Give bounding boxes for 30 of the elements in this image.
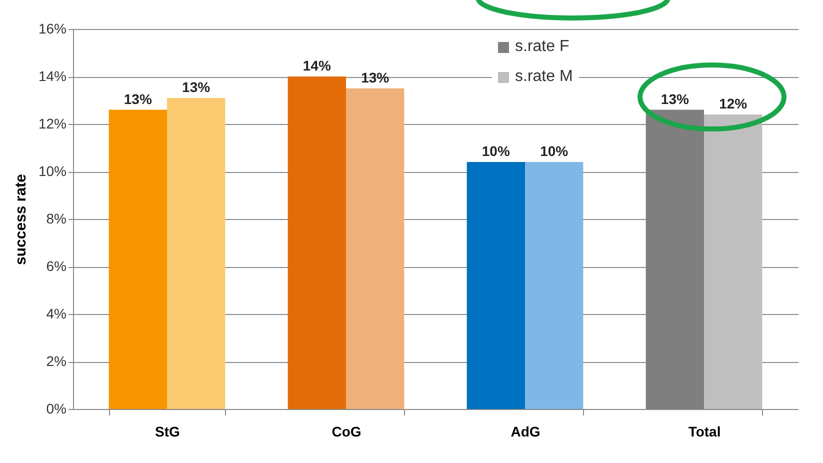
y-tick-label: 16% [38,20,66,36]
bar [288,76,346,409]
x-tick-label: StG [155,424,180,440]
y-axis-title: success rate [12,174,30,265]
legend-label: s.rate F [515,38,570,56]
y-tick-label: 12% [38,116,66,132]
data-label: 13% [660,90,690,107]
bar [346,88,404,409]
y-tick-label: 8% [46,210,66,226]
data-label: 14% [302,58,332,74]
data-label: 10% [540,143,569,159]
y-tick-label: 2% [46,353,66,369]
bar [108,110,167,409]
bar [166,98,226,409]
y-tick-label: 0% [46,400,66,416]
data-label: 13% [124,90,152,107]
y-tick-label: 4% [46,306,66,322]
bar [525,162,584,409]
legend-label: s.rate M [515,68,573,86]
data-label: 10% [482,143,510,159]
x-tick-label: CoG [332,424,362,440]
y-tick-label: 14% [38,68,66,84]
data-label: 13% [182,78,211,95]
bar [466,162,526,409]
x-tick-label: AdG [510,424,540,440]
data-label: 13% [361,69,390,86]
x-tick-label: Total [688,424,721,440]
y-tick-label: 10% [38,163,66,179]
data-label: 12% [719,96,748,112]
y-tick-label: 6% [46,258,66,274]
